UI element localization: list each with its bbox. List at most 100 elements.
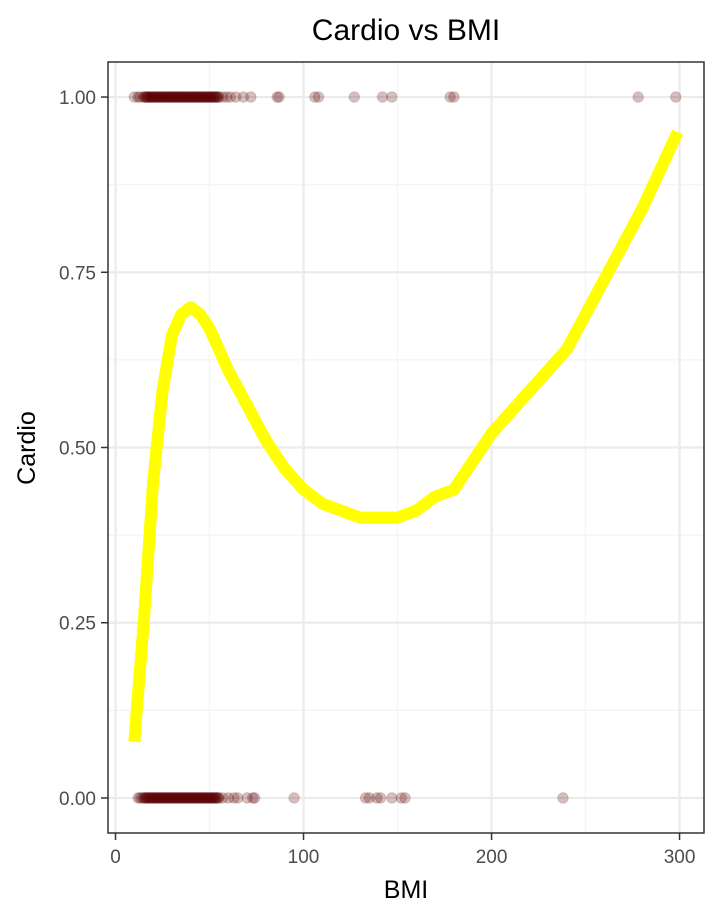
data-point: [309, 91, 321, 103]
data-point: [197, 792, 209, 804]
data-point: [173, 792, 186, 804]
data-point: [399, 792, 411, 804]
data-point: [186, 91, 199, 103]
data-point: [164, 792, 176, 804]
data-point: [150, 91, 162, 103]
data-point: [159, 792, 172, 804]
data-point: [183, 91, 196, 103]
data-point: [187, 91, 200, 103]
data-point: [209, 792, 221, 804]
data-point: [160, 792, 173, 804]
data-point: [162, 91, 174, 103]
data-point: [168, 91, 180, 103]
data-point: [142, 792, 155, 804]
y-tick-label: 0.50: [59, 439, 96, 460]
data-point: [448, 91, 460, 103]
data-point: [273, 91, 285, 103]
data-point: [144, 792, 157, 804]
y-tick-label: 1.00: [59, 88, 96, 109]
data-point: [205, 792, 218, 804]
data-point: [189, 792, 202, 804]
data-point: [187, 792, 200, 804]
data-point: [199, 91, 212, 103]
data-point: [444, 91, 456, 103]
data-point: [166, 792, 178, 804]
data-point: [179, 792, 191, 804]
data-point: [156, 792, 169, 804]
data-point: [152, 792, 165, 804]
data-point: [154, 91, 167, 103]
data-point: [174, 91, 187, 103]
data-point: [183, 792, 195, 804]
data-point: [157, 91, 170, 103]
data-point: [176, 792, 189, 804]
data-point: [168, 792, 181, 804]
data-point: [144, 91, 157, 103]
data-point: [152, 91, 165, 103]
data-point: [184, 792, 197, 804]
data-point: [197, 91, 209, 103]
data-point: [171, 792, 184, 804]
data-point: [245, 91, 257, 103]
data-point: [148, 792, 160, 804]
data-point: [557, 792, 569, 804]
data-point: [271, 91, 284, 103]
data-point: [185, 91, 198, 103]
data-point: [198, 792, 210, 804]
data-point: [175, 91, 188, 103]
data-point: [152, 792, 164, 804]
data-point: [222, 792, 235, 804]
data-point: [189, 91, 202, 103]
points-layer: [128, 91, 682, 804]
data-point: [216, 91, 229, 103]
data-point: [155, 792, 168, 804]
data-point: [200, 91, 213, 103]
data-point: [175, 792, 188, 804]
axis-layer: 0 100 200 300 0.00 0.25 0.50 0.75 1.00: [59, 88, 695, 868]
data-point: [147, 91, 159, 103]
data-point: [386, 792, 398, 804]
data-point: [134, 91, 146, 103]
data-point: [213, 792, 225, 804]
data-point: [143, 792, 156, 804]
data-point: [176, 91, 189, 103]
data-point: [185, 792, 198, 804]
data-point: [162, 792, 174, 804]
data-point: [182, 792, 194, 804]
data-point: [159, 91, 172, 103]
data-point: [169, 91, 182, 103]
data-point: [148, 91, 160, 103]
data-point: [153, 91, 166, 103]
y-axis-title: Cardio: [13, 411, 41, 485]
data-point: [145, 91, 158, 103]
data-point: [145, 792, 158, 804]
data-point: [139, 792, 152, 804]
chart-title: Cardio vs BMI: [312, 14, 500, 47]
data-point: [199, 792, 211, 804]
data-point: [137, 91, 150, 103]
x-tick-label: 200: [476, 847, 508, 868]
data-point: [182, 91, 194, 103]
data-point: [139, 91, 152, 103]
data-point: [168, 792, 180, 804]
data-point: [155, 91, 168, 103]
data-point: [184, 91, 197, 103]
data-point: [230, 91, 242, 103]
data-point: [146, 792, 158, 804]
data-point: [168, 91, 181, 103]
data-point: [141, 91, 154, 103]
data-point: [156, 91, 169, 103]
data-point: [632, 91, 644, 103]
data-point: [196, 91, 208, 103]
data-point: [137, 792, 150, 804]
data-point: [183, 792, 196, 804]
data-point: [208, 91, 221, 103]
data-point: [132, 91, 144, 103]
data-point: [140, 792, 153, 804]
data-point: [246, 792, 259, 804]
data-point: [204, 91, 217, 103]
smooth-curve: [128, 129, 684, 743]
data-point: [371, 792, 383, 804]
data-point: [191, 91, 204, 103]
data-point: [201, 91, 214, 103]
